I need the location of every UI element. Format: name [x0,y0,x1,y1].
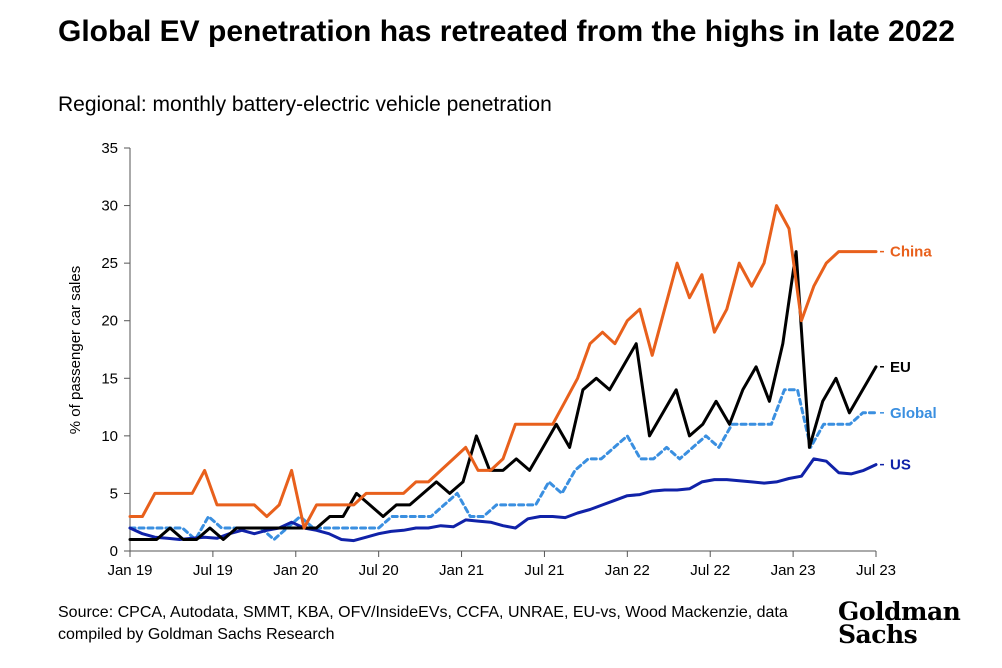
x-tick-label: Jan 22 [605,562,650,579]
x-tick-label: Jan 23 [771,562,816,579]
y-tick-label: 30 [101,198,118,215]
y-axis-label: % of passenger car sales [67,266,84,434]
global-series-line [128,388,878,541]
global-series-label: Global [890,405,937,422]
us-series-label: US [890,457,911,474]
series-lines [128,204,878,543]
y-axis: 0 5 10 15 20 25 30 35 [101,140,131,560]
y-tick-label: 20 [101,313,118,330]
chart-subtitle: Regional: monthly battery-electric vehic… [58,93,552,116]
x-tick-labels: Jan 19 Jul 19 Jan 20 Jul 20 Jan 21 Jul 21 Jan … [107,551,896,579]
y-tick-label: 25 [101,255,118,272]
x-axis: Jan 19 Jul 19 Jan 20 Jul 20 Jan 21 Jul 21 Jan … [107,550,896,579]
chart-title: Global EV penetration has retreated from… [58,15,955,48]
logo-line-1: Goldman [838,597,961,626]
y-tick-label: 0 [110,543,118,560]
x-tick-label: Jul 21 [524,562,564,579]
x-tick-label: Jul 23 [856,562,896,579]
y-tick-labels: 0 5 10 15 20 25 30 35 [101,140,130,560]
x-tick-label: Jul 20 [359,562,399,579]
eu-series-label: EU [890,359,911,376]
china-series-line [128,204,878,530]
y-tick-label: 15 [101,370,118,387]
logo-line-2: Sachs [838,620,918,649]
china-series-label: China [890,244,932,261]
y-tick-label: 5 [110,485,118,502]
series-labels: Global US EU China [880,244,937,474]
eu-series-line [128,250,878,541]
source-note: Source: CPCA, Autodata, SMMT, KBA, OFV/I… [58,604,788,643]
goldman-sachs-logo: Goldman Sachs [838,597,968,649]
x-tick-label: Jan 19 [107,562,152,579]
x-tick-label: Jul 22 [690,562,730,579]
x-tick-label: Jan 21 [439,562,484,579]
x-tick-label: Jul 19 [193,562,233,579]
y-tick-label: 10 [101,428,118,445]
y-tick-label: 35 [101,140,118,157]
us-series-line [128,457,878,543]
x-tick-label: Jan 20 [273,562,318,579]
